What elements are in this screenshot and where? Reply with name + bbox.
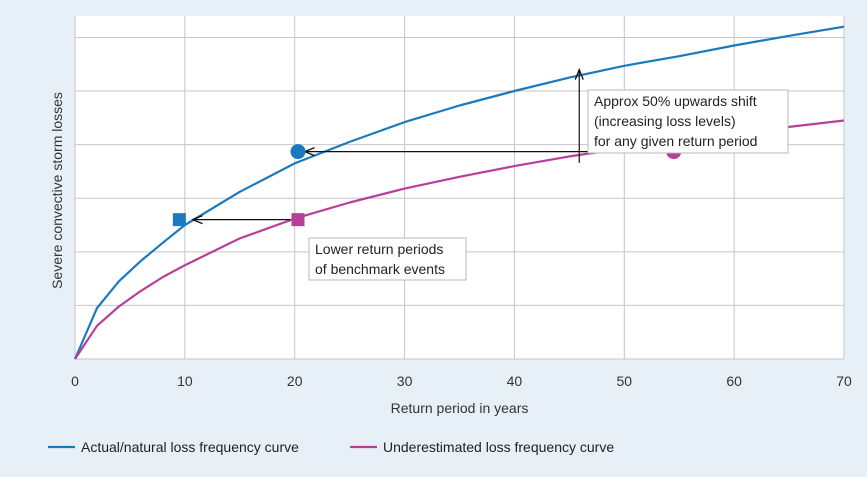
annotation-lower-return-periods: Lower return periods of benchmark events (308, 237, 467, 281)
x-tick-label: 70 (836, 373, 852, 389)
x-axis-label: Return period in years (391, 400, 529, 416)
markers (172, 144, 682, 227)
legend-label-1: Underestimated loss frequency curve (383, 439, 614, 455)
annotation-line: for any given return period (594, 133, 757, 149)
plot-area (75, 16, 844, 359)
x-tick-label: 0 (71, 373, 79, 389)
annotation-line: (increasing loss levels) (594, 113, 736, 129)
annotation-upward-shift: Approx 50% upwards shift (increasing loss… (587, 89, 789, 154)
x-tick-label: 50 (616, 373, 632, 389)
x-tick-label: 40 (507, 373, 523, 389)
series-line-0 (73, 25, 845, 360)
annotation-line: Lower return periods (315, 241, 443, 257)
x-tick-label: 20 (287, 373, 303, 389)
legend-label-0: Actual/natural loss frequency curve (81, 439, 299, 455)
x-axis-ticks: 0 10 20 30 40 50 60 70 (71, 373, 852, 389)
annotation-box (308, 237, 467, 281)
y-axis-label: Severe convective storm losses (49, 92, 65, 289)
marker-square (172, 213, 186, 227)
annotation-box (587, 89, 789, 154)
annotation-line: of benchmark events (315, 261, 445, 277)
x-tick-label: 10 (177, 373, 193, 389)
annotation-line: Approx 50% upwards shift (594, 93, 757, 109)
marker-circle (290, 144, 306, 160)
marker-square (291, 213, 305, 227)
x-tick-label: 60 (726, 373, 742, 389)
x-tick-label: 30 (397, 373, 413, 389)
legend: Actual/natural loss frequency curve Under… (48, 439, 614, 455)
